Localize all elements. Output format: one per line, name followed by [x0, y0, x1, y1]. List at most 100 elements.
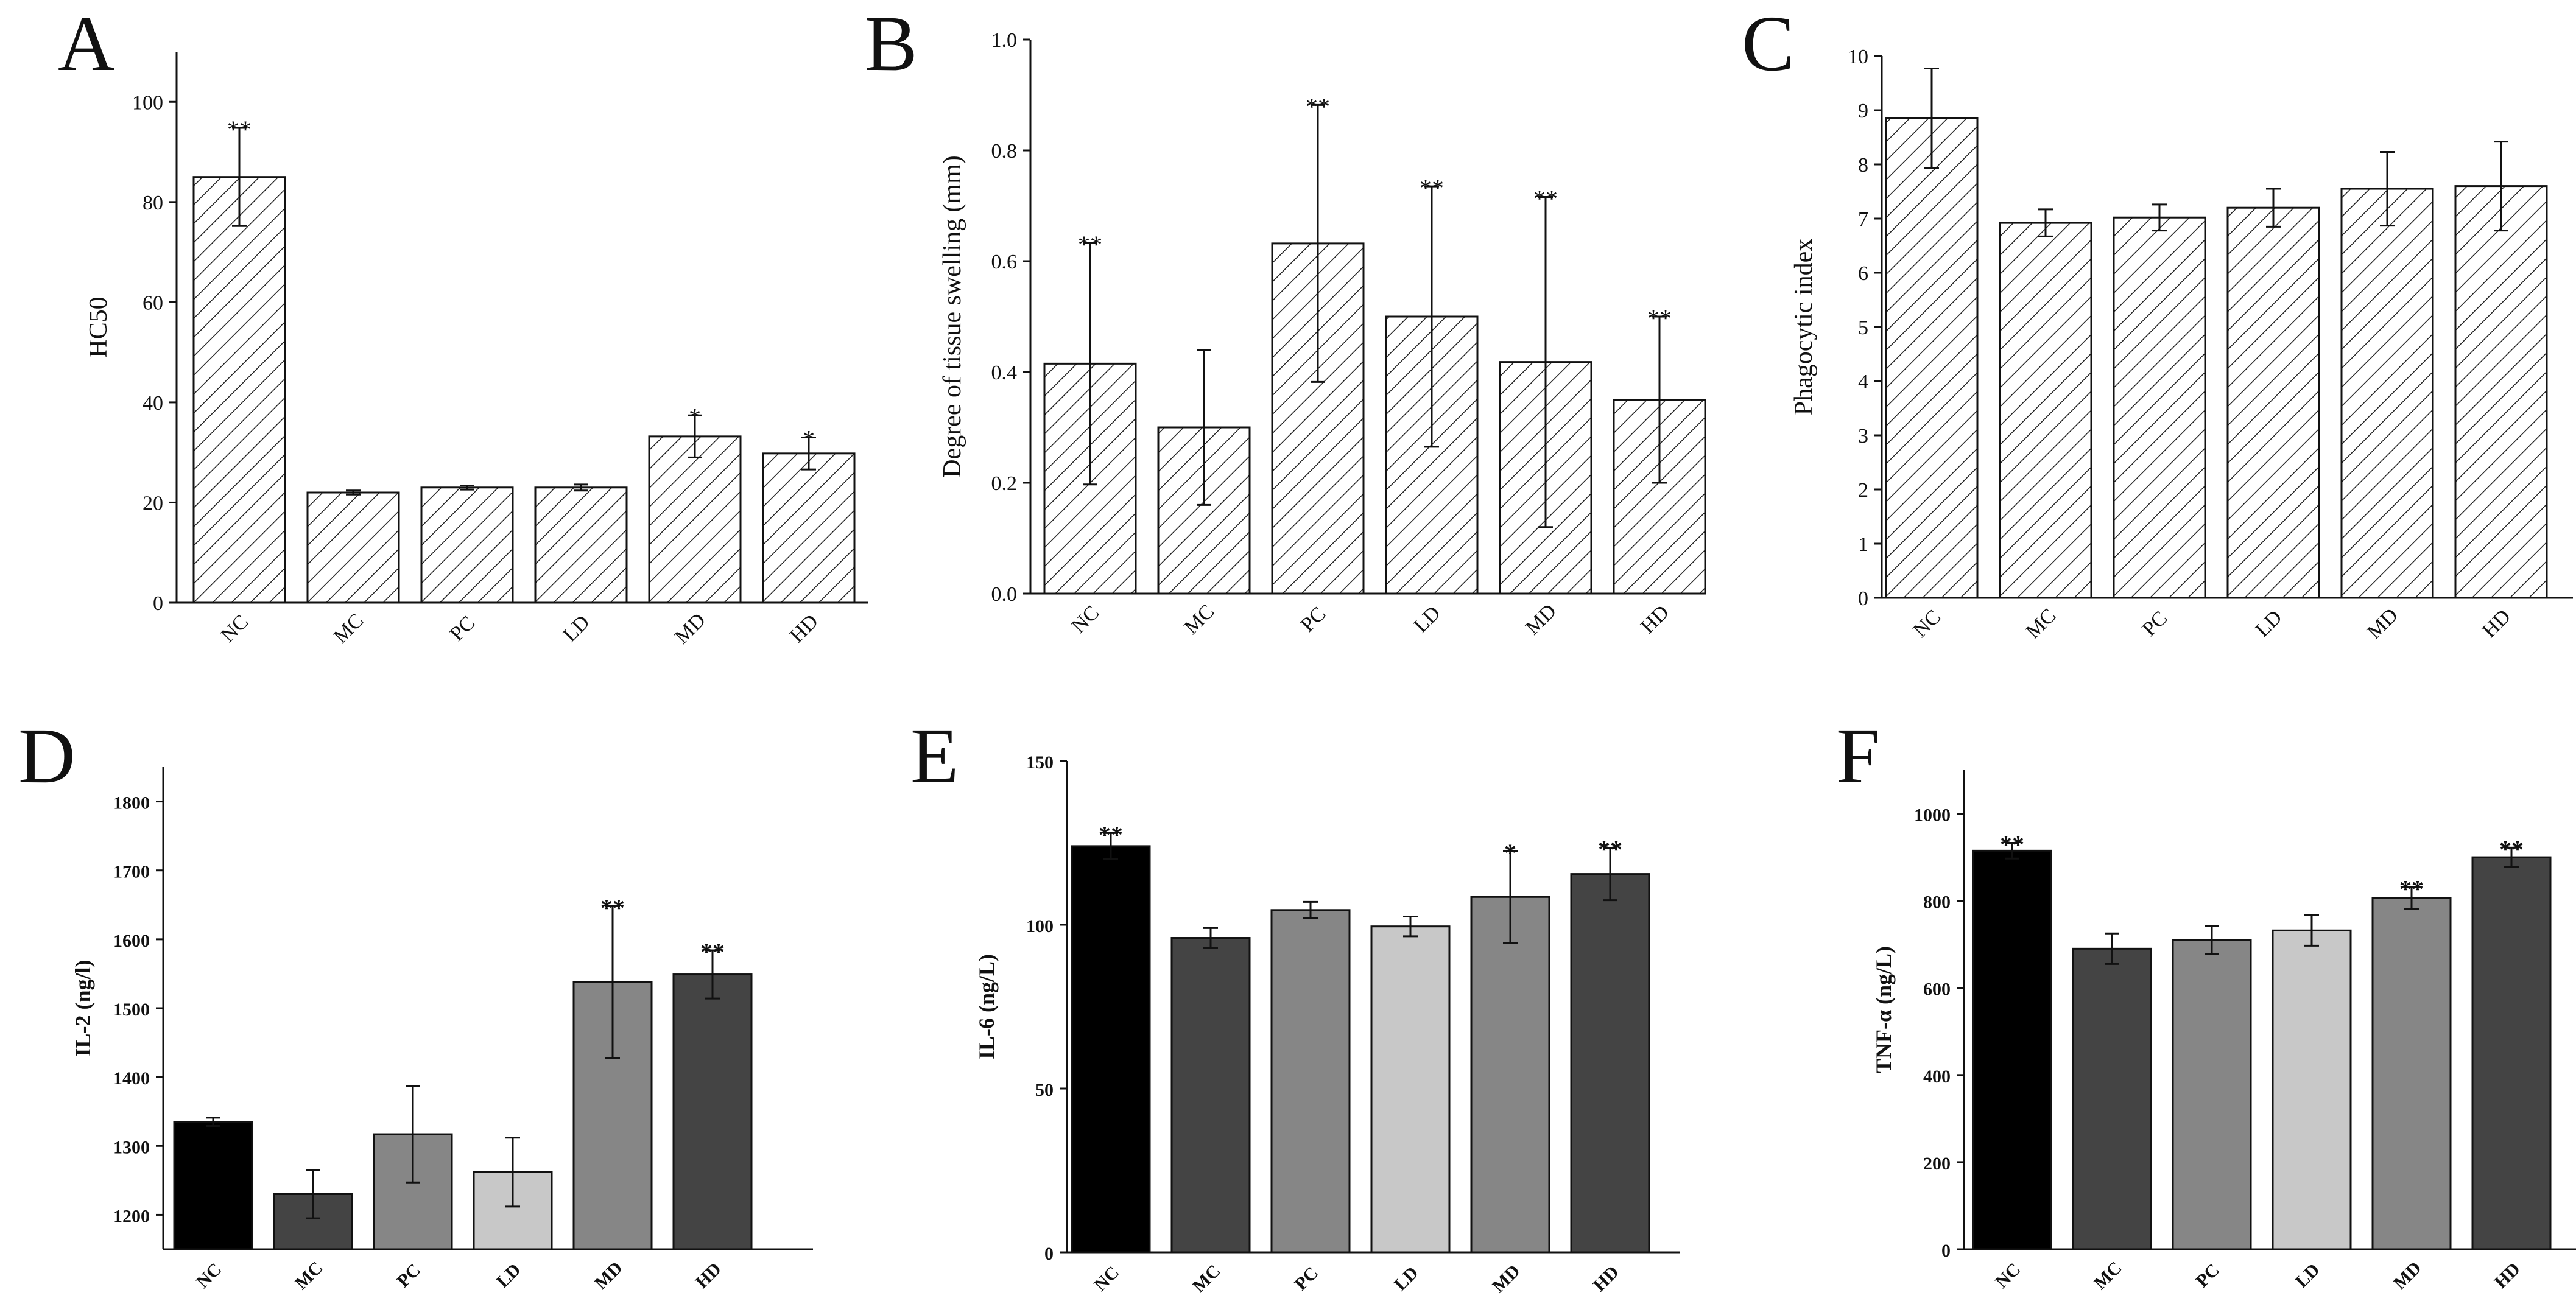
x-tick-label: HD: [2478, 605, 2515, 642]
panel-letter: C: [1742, 0, 1795, 88]
y-tick-label: 10: [1848, 46, 1868, 68]
bar-nc: [1972, 849, 2052, 1250]
y-tick-label: 200: [1923, 1154, 1951, 1174]
bar-nc: [1071, 845, 1151, 1254]
y-tick-label: 0.2: [991, 472, 1018, 495]
bar-md: [2340, 188, 2434, 599]
significance-mark: **: [700, 938, 725, 966]
x-tick-label: LD: [558, 611, 594, 646]
x-tick-label: MC: [1189, 1261, 1225, 1297]
y-tick-label: 1200: [113, 1206, 150, 1226]
bar-hd: [2454, 185, 2548, 599]
y-tick-label: 6: [1858, 262, 1868, 285]
y-tick-label: 1300: [113, 1137, 150, 1157]
y-tick-label: 1000: [1914, 805, 1951, 826]
bar-ld: [1370, 925, 1451, 1254]
bar-pc: [1270, 909, 1351, 1254]
x-tick-label: LD: [1390, 1263, 1423, 1295]
bar-nc: [173, 1121, 253, 1250]
significance-mark: **: [1647, 304, 1672, 332]
x-tick-label: MD: [1488, 1261, 1524, 1297]
bar-pc: [420, 486, 514, 604]
y-tick-label: 0.6: [991, 251, 1018, 273]
panel-f: F 0 200 400 600 800 1000 TNF-α (ng/L) ** NC MC PC LD…: [1836, 712, 2576, 1294]
bar-mc: [2072, 947, 2152, 1250]
y-tick-label: 1500: [113, 1000, 150, 1020]
y-tick-label: 0: [153, 592, 163, 615]
x-tick-label: HD: [2491, 1259, 2524, 1292]
significance-mark: **: [1533, 184, 1558, 212]
y-tick-label: 0.8: [991, 140, 1018, 163]
significance-mark: *: [689, 403, 701, 430]
y-tick-label: 1: [1858, 533, 1868, 556]
y-tick-label: 3: [1858, 425, 1868, 447]
y-tick-label: 5: [1858, 317, 1868, 339]
panel-e: E 0 50 100 150 IL-6 (ng/L) ** NC MC PC LD * MD ** HD: [910, 712, 1680, 1297]
x-tick-label: NC: [1068, 601, 1104, 638]
bar-mc: [1999, 222, 2092, 599]
bar-ld: [2226, 206, 2320, 599]
y-axis-label: Degree of tissue swelling (mm): [938, 155, 966, 478]
y-tick-label: 150: [1026, 752, 1054, 773]
significance-mark: **: [600, 894, 625, 922]
bar-mc: [1170, 937, 1251, 1254]
bar-nc: [1885, 117, 1979, 599]
y-tick-label: 100: [132, 91, 163, 114]
y-tick-label: 0: [1858, 587, 1868, 610]
x-tick-label: HD: [1636, 601, 1673, 638]
y-tick-label: 20: [143, 492, 163, 514]
y-tick-label: 1600: [113, 931, 150, 951]
x-tick-label: MC: [291, 1258, 327, 1294]
significance-mark: **: [1598, 836, 1622, 863]
panel-d: D 1200 1300 1400 1500 1600 1700 1800 IL-2 (ng/l)…: [18, 712, 813, 1294]
bar-pc: [2172, 939, 2252, 1250]
y-tick-label: 0: [1044, 1244, 1054, 1264]
x-tick-label: NC: [1090, 1262, 1123, 1295]
x-tick-label: MD: [670, 609, 710, 648]
y-axis-label: IL-2 (ng/l): [71, 959, 95, 1056]
y-tick-label: 100: [1026, 916, 1054, 936]
y-tick-label: 7: [1858, 208, 1868, 231]
x-tick-label: HD: [1589, 1262, 1623, 1296]
x-tick-label: MC: [2022, 605, 2061, 643]
bar-md: [2371, 897, 2452, 1250]
y-axis-label: IL-6 (ng/L): [974, 954, 999, 1059]
panel-letter: A: [58, 0, 115, 88]
significance-mark: **: [1078, 231, 1102, 258]
y-tick-label: 800: [1923, 892, 1951, 913]
panel-c: C 0 1 2 3 4 5 6 7 8 9 10 Phagocytic index NC MC PC LD MD H…: [1742, 0, 2573, 643]
significance-mark: **: [1420, 174, 1444, 202]
y-tick-label: 4: [1858, 371, 1868, 393]
y-axis-label: TNF-α (ng/L): [1871, 946, 1896, 1073]
panel-letter: E: [910, 712, 959, 800]
x-tick-label: PC: [393, 1260, 424, 1291]
bar-hd: [762, 452, 856, 604]
x-tick-label: LD: [2251, 606, 2286, 641]
y-tick-label: 1700: [113, 862, 150, 882]
x-tick-label: PC: [446, 612, 480, 646]
significance-mark: **: [1306, 93, 1330, 120]
y-axis-label: HC50: [85, 296, 113, 357]
y-tick-label: 0.0: [991, 583, 1018, 606]
bar-hd: [2471, 856, 2552, 1250]
x-tick-label: HD: [692, 1259, 725, 1292]
panel-a: A 0 20 40 60 80 100 HC50 ** NC MC PC LD * MD * HD: [58, 0, 868, 648]
x-tick-label: HD: [786, 610, 823, 647]
x-tick-label: NC: [217, 611, 253, 647]
y-tick-label: 80: [143, 192, 163, 214]
y-tick-label: 50: [1035, 1080, 1054, 1100]
x-tick-label: MC: [2090, 1258, 2126, 1294]
significance-mark: *: [1504, 839, 1516, 866]
bar-md: [648, 435, 742, 604]
x-tick-label: LD: [493, 1260, 525, 1292]
y-tick-label: 40: [143, 392, 163, 415]
x-tick-label: MD: [2363, 604, 2402, 643]
x-tick-label: MD: [2390, 1258, 2426, 1294]
y-tick-label: 2: [1858, 479, 1868, 502]
x-tick-label: PC: [2138, 607, 2172, 641]
bar-hd: [672, 973, 753, 1250]
y-tick-label: 600: [1923, 980, 1951, 1000]
significance-mark: **: [2000, 830, 2024, 858]
bar-hd: [1570, 873, 1650, 1254]
